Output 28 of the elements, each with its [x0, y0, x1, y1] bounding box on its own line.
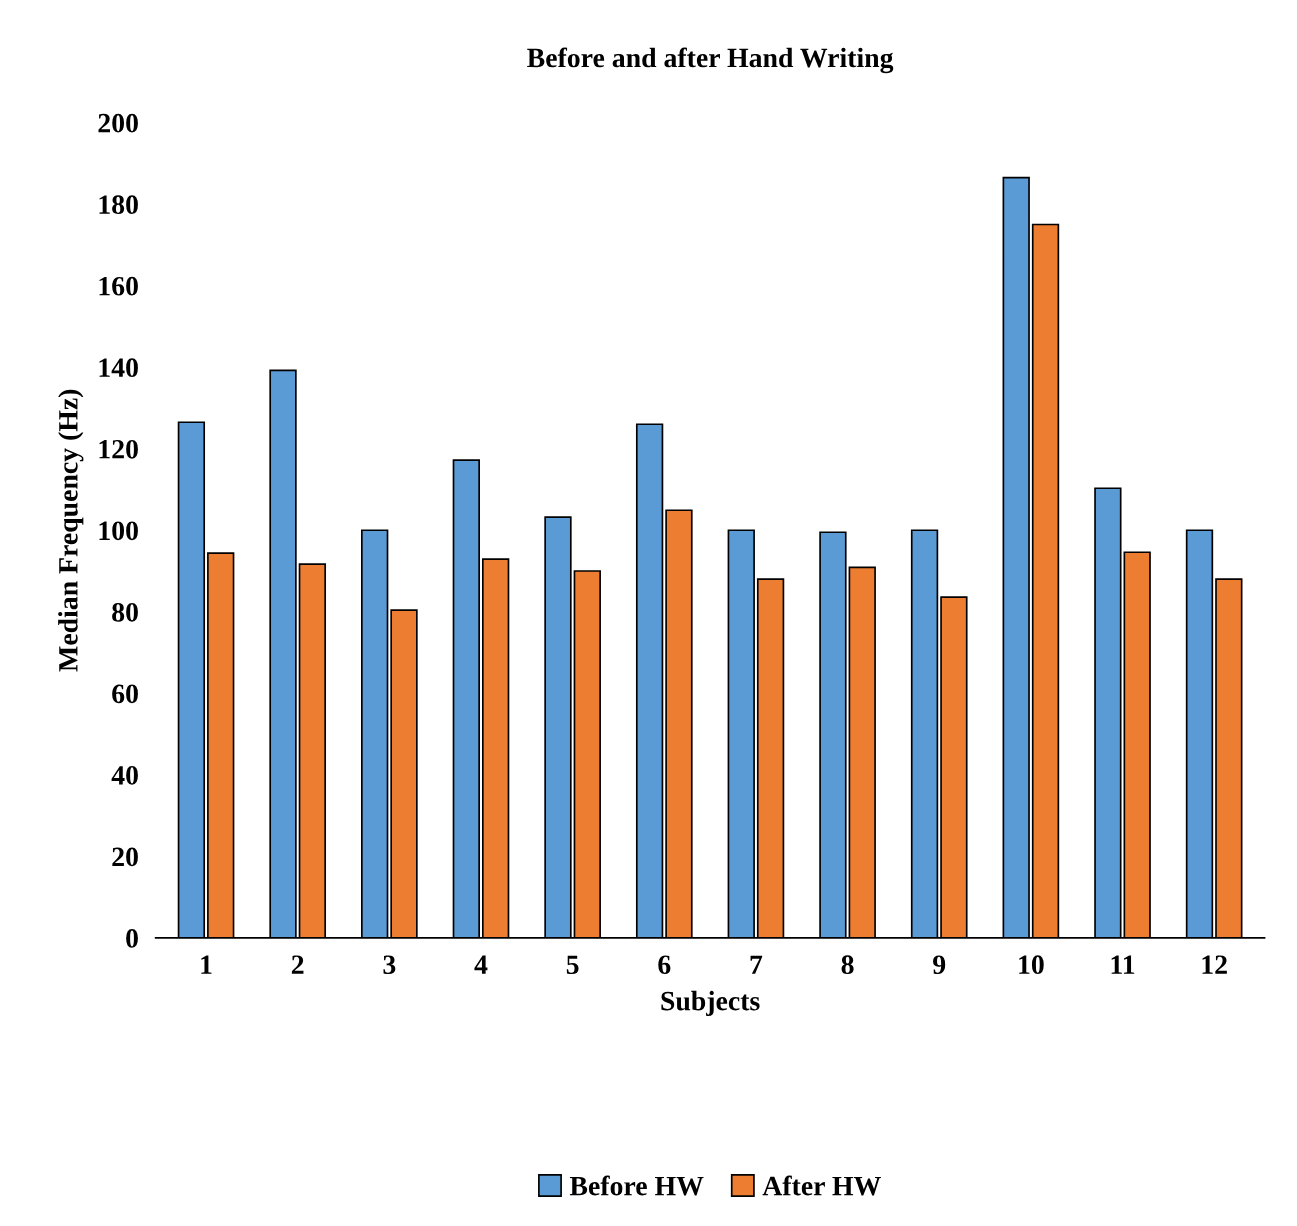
legend-label: Before HW — [569, 1175, 704, 1196]
y-tick-label: 140 — [99, 358, 138, 378]
x-tick-label: 1 — [201, 955, 212, 974]
y-tick-label: 60 — [112, 684, 138, 704]
x-tick-label: 6 — [658, 955, 671, 975]
x-tick-label: 4 — [474, 955, 488, 974]
y-tick-label: 40 — [111, 766, 138, 785]
x-tick-label: 9 — [933, 955, 946, 975]
y-tick-label: 100 — [99, 521, 138, 541]
y-axis-title: Median Frequency (Hz) — [58, 389, 84, 672]
x-tick-label: 2 — [291, 955, 304, 974]
chart-title: Before and after Hand Writing — [527, 47, 894, 74]
x-tick-label: 11 — [1111, 955, 1135, 974]
x-tick-label: 7 — [750, 955, 763, 974]
y-tick-label: 200 — [98, 113, 138, 133]
y-tick-label: 160 — [99, 276, 138, 296]
x-tick-label: 12 — [1202, 955, 1227, 974]
x-tick-label: 3 — [383, 955, 396, 975]
legend-label: After HW — [762, 1175, 881, 1196]
x-tick-label: 5 — [566, 955, 579, 975]
x-tick-label: 8 — [841, 955, 854, 975]
y-tick-label: 0 — [126, 929, 138, 948]
y-tick-label: 120 — [99, 439, 138, 459]
y-tick-label: 80 — [112, 602, 138, 622]
y-tick-label: 20 — [112, 847, 138, 867]
x-tick-label: 10 — [1019, 955, 1044, 975]
y-tick-label: 180 — [99, 195, 138, 215]
x-axis-title: Subjects — [661, 990, 760, 1017]
